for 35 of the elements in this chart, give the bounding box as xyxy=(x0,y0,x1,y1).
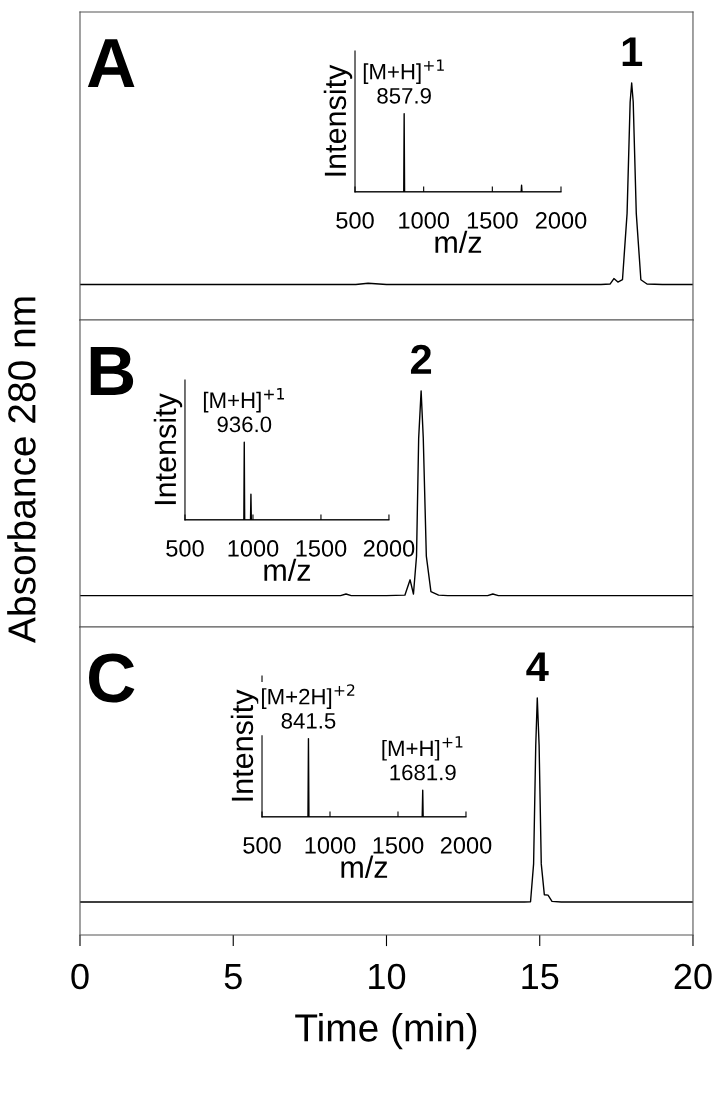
x-tick-label: 0 xyxy=(71,963,89,990)
x-axis-title: m/z xyxy=(341,855,388,879)
x-tick-label: 5 xyxy=(224,964,242,990)
x-tick-label: 500 xyxy=(336,212,374,229)
annotation: A xyxy=(87,39,135,87)
x-axis-title: m/z xyxy=(264,558,311,582)
x-tick-label: 1500 xyxy=(296,540,347,557)
annotation: 4 xyxy=(526,652,549,682)
x-tick-label: 1000 xyxy=(305,837,356,854)
x-tick-label: 10 xyxy=(369,963,406,990)
x-tick-label: 1000 xyxy=(399,212,450,229)
annotation: [M+2H]$^{+2}$ 841.5 xyxy=(262,684,355,729)
x-tick-label: 1500 xyxy=(373,837,424,854)
annotation: C xyxy=(88,653,135,703)
y-axis-title: Intensity xyxy=(153,393,183,505)
y-axis-title: Absorbance 280 nm xyxy=(7,297,36,643)
annotation: [M+H]$^{+1}$ 936.0 xyxy=(203,388,284,433)
x-tick-label: 2000 xyxy=(535,212,587,229)
annotation: 1 xyxy=(622,37,643,67)
x-tick-label: 500 xyxy=(166,540,204,557)
x-tick-label: 1500 xyxy=(467,212,518,229)
annotation: 2 xyxy=(410,344,432,374)
annotation: [M+H]$^{+1}$ 857.9 xyxy=(363,59,444,104)
y-axis-title: Intensity xyxy=(230,689,260,801)
x-axis-title: Time (min) xyxy=(295,1013,477,1050)
y-axis-title: Intensity xyxy=(323,64,353,176)
x-tick-label: 20 xyxy=(674,963,712,990)
x-tick-label: 1000 xyxy=(228,540,279,557)
x-tick-label: 2000 xyxy=(440,837,492,854)
x-tick-label: 500 xyxy=(243,837,281,854)
x-tick-label: 2000 xyxy=(363,540,415,557)
annotation: B xyxy=(90,347,134,395)
x-axis-title: m/z xyxy=(435,230,482,254)
x-tick-label: 15 xyxy=(522,964,559,990)
annotation: [M+H]$^{+1}$ 1681.9 xyxy=(382,736,463,781)
